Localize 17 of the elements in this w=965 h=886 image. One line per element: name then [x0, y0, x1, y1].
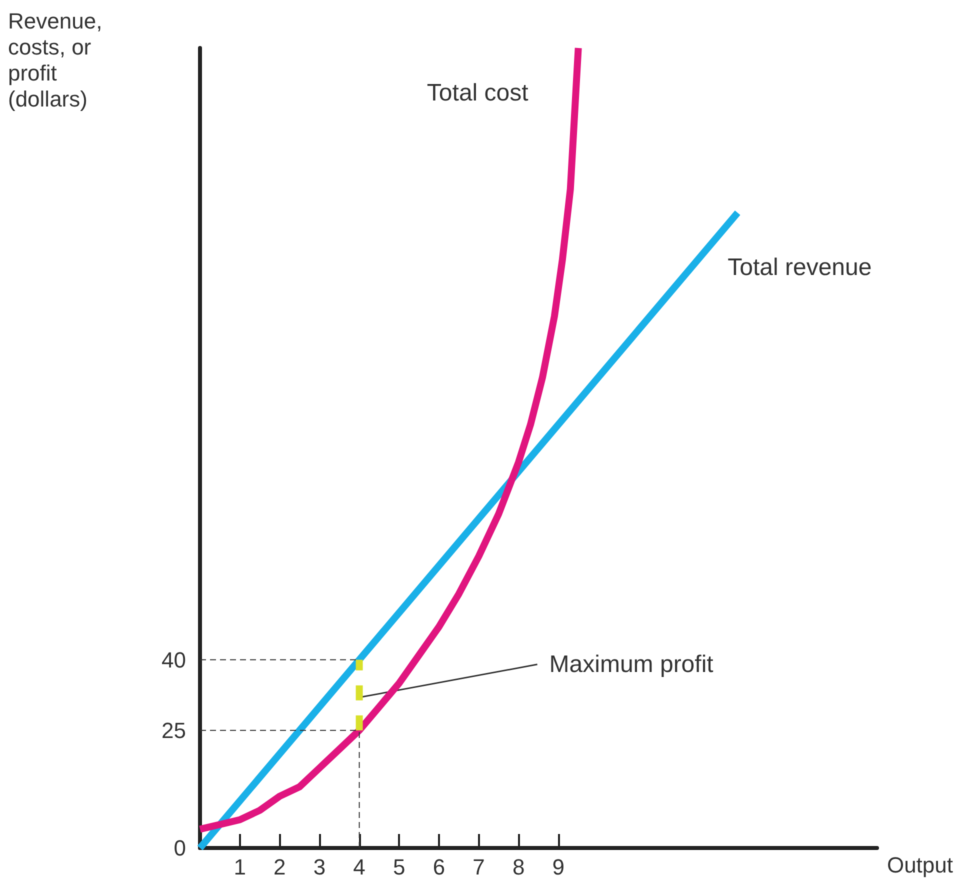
x-tick-label: 1: [234, 854, 246, 880]
x-axis-title: Output: [886, 852, 954, 878]
y-tick-label: 0: [174, 836, 186, 860]
y-tick-label: 40: [162, 647, 186, 672]
x-tick-label: 5: [392, 854, 406, 880]
series-label: Total cost: [426, 80, 529, 106]
x-tick-label: 9: [552, 854, 565, 880]
series-label: Total revenue: [728, 254, 872, 282]
y-tick-label: 25: [162, 718, 186, 743]
x-tick-label: 2: [274, 854, 286, 880]
x-tick-label: 3: [313, 854, 326, 880]
x-tick-label: 7: [472, 854, 485, 880]
x-tick-label: 6: [432, 854, 446, 880]
y-axis-title: Revenue, costs, or profit (dollars): [8, 8, 102, 112]
x-tick-label: 8: [512, 854, 525, 880]
x-tick-label: 4: [353, 854, 366, 880]
annotation: Maximum profit: [549, 650, 714, 678]
